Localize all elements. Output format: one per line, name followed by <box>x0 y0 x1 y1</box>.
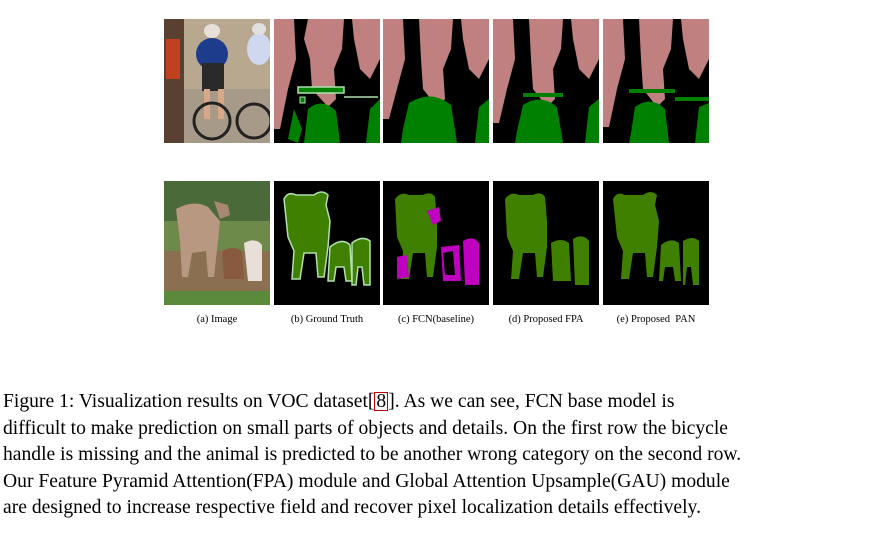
column-label-image: (a) Image <box>196 314 238 325</box>
image-cattle <box>164 181 270 305</box>
fpa-cyclists <box>493 19 599 143</box>
caption-line-3: handle is missing and the animal is pred… <box>3 444 742 465</box>
caption-line-4: Our Feature Pyramid Attention(FPA) modul… <box>3 470 730 492</box>
fcn-cyclists <box>383 19 489 143</box>
image-cyclists <box>164 19 270 143</box>
figure-caption: Figure 1: Visualization results on VOC d… <box>3 389 867 522</box>
fpa-cattle <box>493 181 599 305</box>
column-label-proposed-pan: (e) Proposed PAN <box>616 314 696 325</box>
column-label-ground-truth: (b) Ground Truth <box>290 314 364 325</box>
caption-line-5: are designed to increase respective fiel… <box>3 497 701 518</box>
pan-cattle <box>603 181 709 305</box>
fcn-cattle <box>383 181 489 305</box>
ground-truth-cattle <box>274 181 380 305</box>
caption-text: Figure 1: Visualization results on VOC d… <box>3 391 375 412</box>
caption-line-1: Figure 1: Visualization results on VOC d… <box>3 389 867 416</box>
pan-cyclists <box>603 19 709 143</box>
caption-text: ]. As we can see, FCN base model is <box>388 391 675 412</box>
caption-line-2: difficult to make prediction on small pa… <box>3 417 728 439</box>
ground-truth-cyclists <box>274 19 380 143</box>
column-label-fcn-baseline: (c) FCN(baseline) <box>397 314 475 325</box>
column-label-proposed-fpa: (d) Proposed FPA <box>508 314 584 325</box>
citation-link[interactable]: 8 <box>374 391 389 412</box>
